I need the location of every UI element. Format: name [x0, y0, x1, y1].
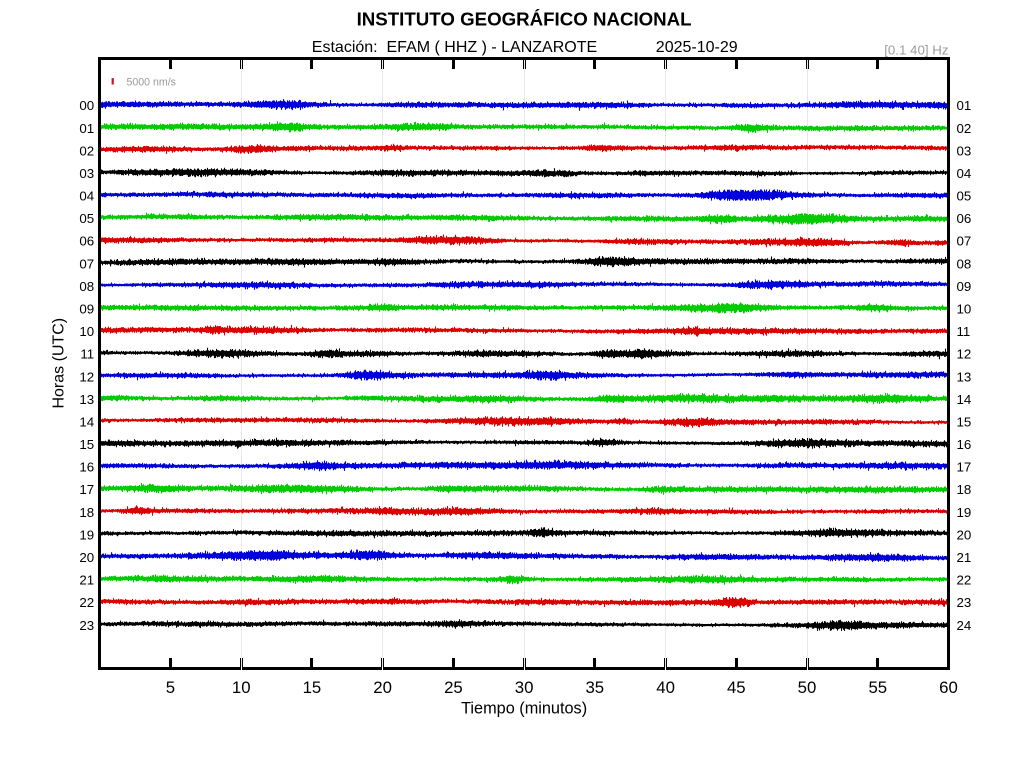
svg-text:12: 12	[957, 347, 972, 362]
svg-text:13: 13	[79, 392, 94, 407]
svg-text:45: 45	[727, 678, 746, 697]
svg-text:35: 35	[585, 678, 604, 697]
svg-text:10: 10	[232, 678, 251, 697]
svg-text:5: 5	[166, 678, 175, 697]
svg-text:23: 23	[957, 595, 972, 610]
svg-text:20: 20	[373, 678, 392, 697]
svg-text:08: 08	[79, 279, 94, 294]
svg-text:[0.1 40] Hz: [0.1 40] Hz	[884, 43, 948, 58]
svg-text:02: 02	[957, 121, 972, 136]
svg-text:17: 17	[957, 460, 972, 475]
svg-text:Estación: EFAM ( HHZ ) - LANZ: Estación: EFAM ( HHZ ) - LANZAROTE	[312, 39, 597, 56]
svg-text:19: 19	[79, 527, 94, 542]
svg-text:20: 20	[79, 550, 94, 565]
svg-text:55: 55	[868, 678, 887, 697]
svg-text:01: 01	[957, 98, 972, 113]
svg-text:2025-10-29: 2025-10-29	[656, 39, 738, 56]
svg-text:15: 15	[79, 437, 94, 452]
svg-text:09: 09	[957, 279, 972, 294]
svg-text:09: 09	[79, 302, 94, 317]
svg-text:23: 23	[79, 618, 94, 633]
svg-text:18: 18	[79, 505, 94, 520]
svg-text:50: 50	[798, 678, 817, 697]
svg-text:19: 19	[957, 505, 972, 520]
svg-text:17: 17	[79, 482, 94, 497]
svg-text:21: 21	[957, 550, 972, 565]
svg-text:14: 14	[957, 392, 972, 407]
svg-text:15: 15	[957, 415, 972, 430]
svg-text:16: 16	[957, 437, 972, 452]
svg-text:16: 16	[79, 460, 94, 475]
svg-text:11: 11	[957, 324, 971, 339]
svg-text:Tiempo (minutos): Tiempo (minutos)	[461, 700, 587, 718]
svg-text:14: 14	[79, 415, 94, 430]
svg-text:12: 12	[79, 369, 94, 384]
svg-text:00: 00	[79, 98, 94, 113]
svg-text:INSTITUTO GEOGRÁFICO NACIONAL: INSTITUTO GEOGRÁFICO NACIONAL	[357, 9, 692, 30]
svg-text:04: 04	[957, 166, 972, 181]
svg-text:05: 05	[957, 189, 972, 204]
svg-text:22: 22	[957, 573, 972, 588]
svg-text:15: 15	[303, 678, 322, 697]
svg-text:03: 03	[79, 166, 94, 181]
svg-text:20: 20	[957, 527, 972, 542]
svg-text:22: 22	[79, 595, 94, 610]
svg-text:06: 06	[79, 234, 94, 249]
svg-text:30: 30	[515, 678, 534, 697]
svg-text:13: 13	[957, 369, 972, 384]
svg-text:10: 10	[79, 324, 94, 339]
svg-text:07: 07	[957, 234, 972, 249]
svg-text:Horas (UTC): Horas (UTC)	[51, 318, 68, 409]
svg-text:02: 02	[79, 143, 94, 158]
svg-text:5000 nm/s: 5000 nm/s	[127, 77, 176, 89]
svg-text:03: 03	[957, 143, 972, 158]
svg-text:05: 05	[79, 211, 94, 226]
svg-text:08: 08	[957, 256, 972, 271]
svg-text:07: 07	[79, 256, 94, 271]
svg-text:60: 60	[939, 678, 958, 697]
svg-text:25: 25	[444, 678, 463, 697]
svg-text:24: 24	[957, 618, 972, 633]
svg-text:21: 21	[79, 573, 94, 588]
svg-text:40: 40	[656, 678, 675, 697]
svg-text:06: 06	[957, 211, 972, 226]
svg-text:11: 11	[80, 347, 94, 362]
svg-text:01: 01	[79, 121, 94, 136]
svg-text:10: 10	[957, 302, 972, 317]
svg-text:04: 04	[79, 189, 94, 204]
svg-text:18: 18	[957, 482, 972, 497]
